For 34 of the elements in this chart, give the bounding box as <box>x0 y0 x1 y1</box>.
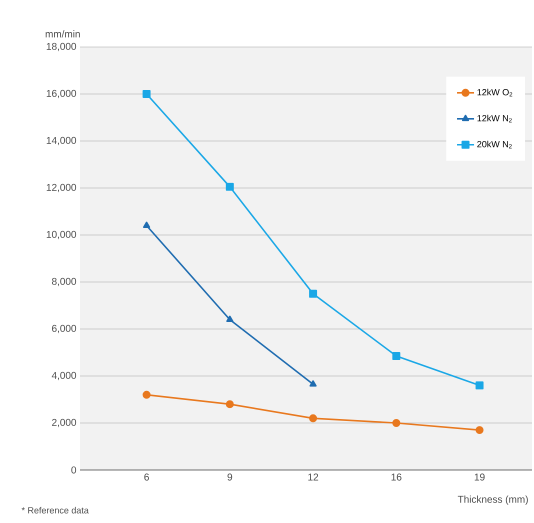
point <box>142 90 151 98</box>
y-tick-label: 2,000 <box>52 418 76 428</box>
y-tick-label: 0 <box>71 466 76 474</box>
y-tick-label: 12,000 <box>46 184 76 192</box>
x-axis-title: Thickness (mm) <box>458 496 528 505</box>
point <box>392 419 400 427</box>
point <box>226 182 234 191</box>
y-tick-label: 14,000 <box>46 136 76 146</box>
y-tick-label: 4,000 <box>52 372 76 380</box>
x-tick-label: 12 <box>308 474 318 480</box>
point <box>310 380 317 387</box>
x-tick-label: 19 <box>474 474 485 481</box>
point <box>476 381 484 390</box>
point <box>226 316 234 322</box>
point <box>392 352 400 360</box>
y-tick-label: 10,000 <box>46 230 76 240</box>
x-tick-label: 16 <box>392 474 402 481</box>
y-tick-label: 8,000 <box>52 278 76 286</box>
point <box>309 290 318 298</box>
legend-label: 12kW O$_{2}$ <box>478 88 512 96</box>
point <box>309 414 318 422</box>
point <box>226 400 234 408</box>
point <box>476 426 484 434</box>
y-axis-title: mm/min <box>46 30 80 38</box>
x-tick-label: 6 <box>144 474 149 481</box>
point <box>142 390 151 399</box>
y-tick-label: 18,000 <box>46 42 76 52</box>
x-tick-label: 9 <box>228 474 232 481</box>
y-tick-label: 16,000 <box>46 90 76 98</box>
text: * Reference data <box>22 506 89 514</box>
legend-label: 20kW N$_{2}$ <box>477 140 512 148</box>
legend-label: 12kW N$_{2}$ <box>478 114 512 122</box>
point <box>143 222 150 228</box>
y-tick-label: 6,000 <box>52 324 76 334</box>
